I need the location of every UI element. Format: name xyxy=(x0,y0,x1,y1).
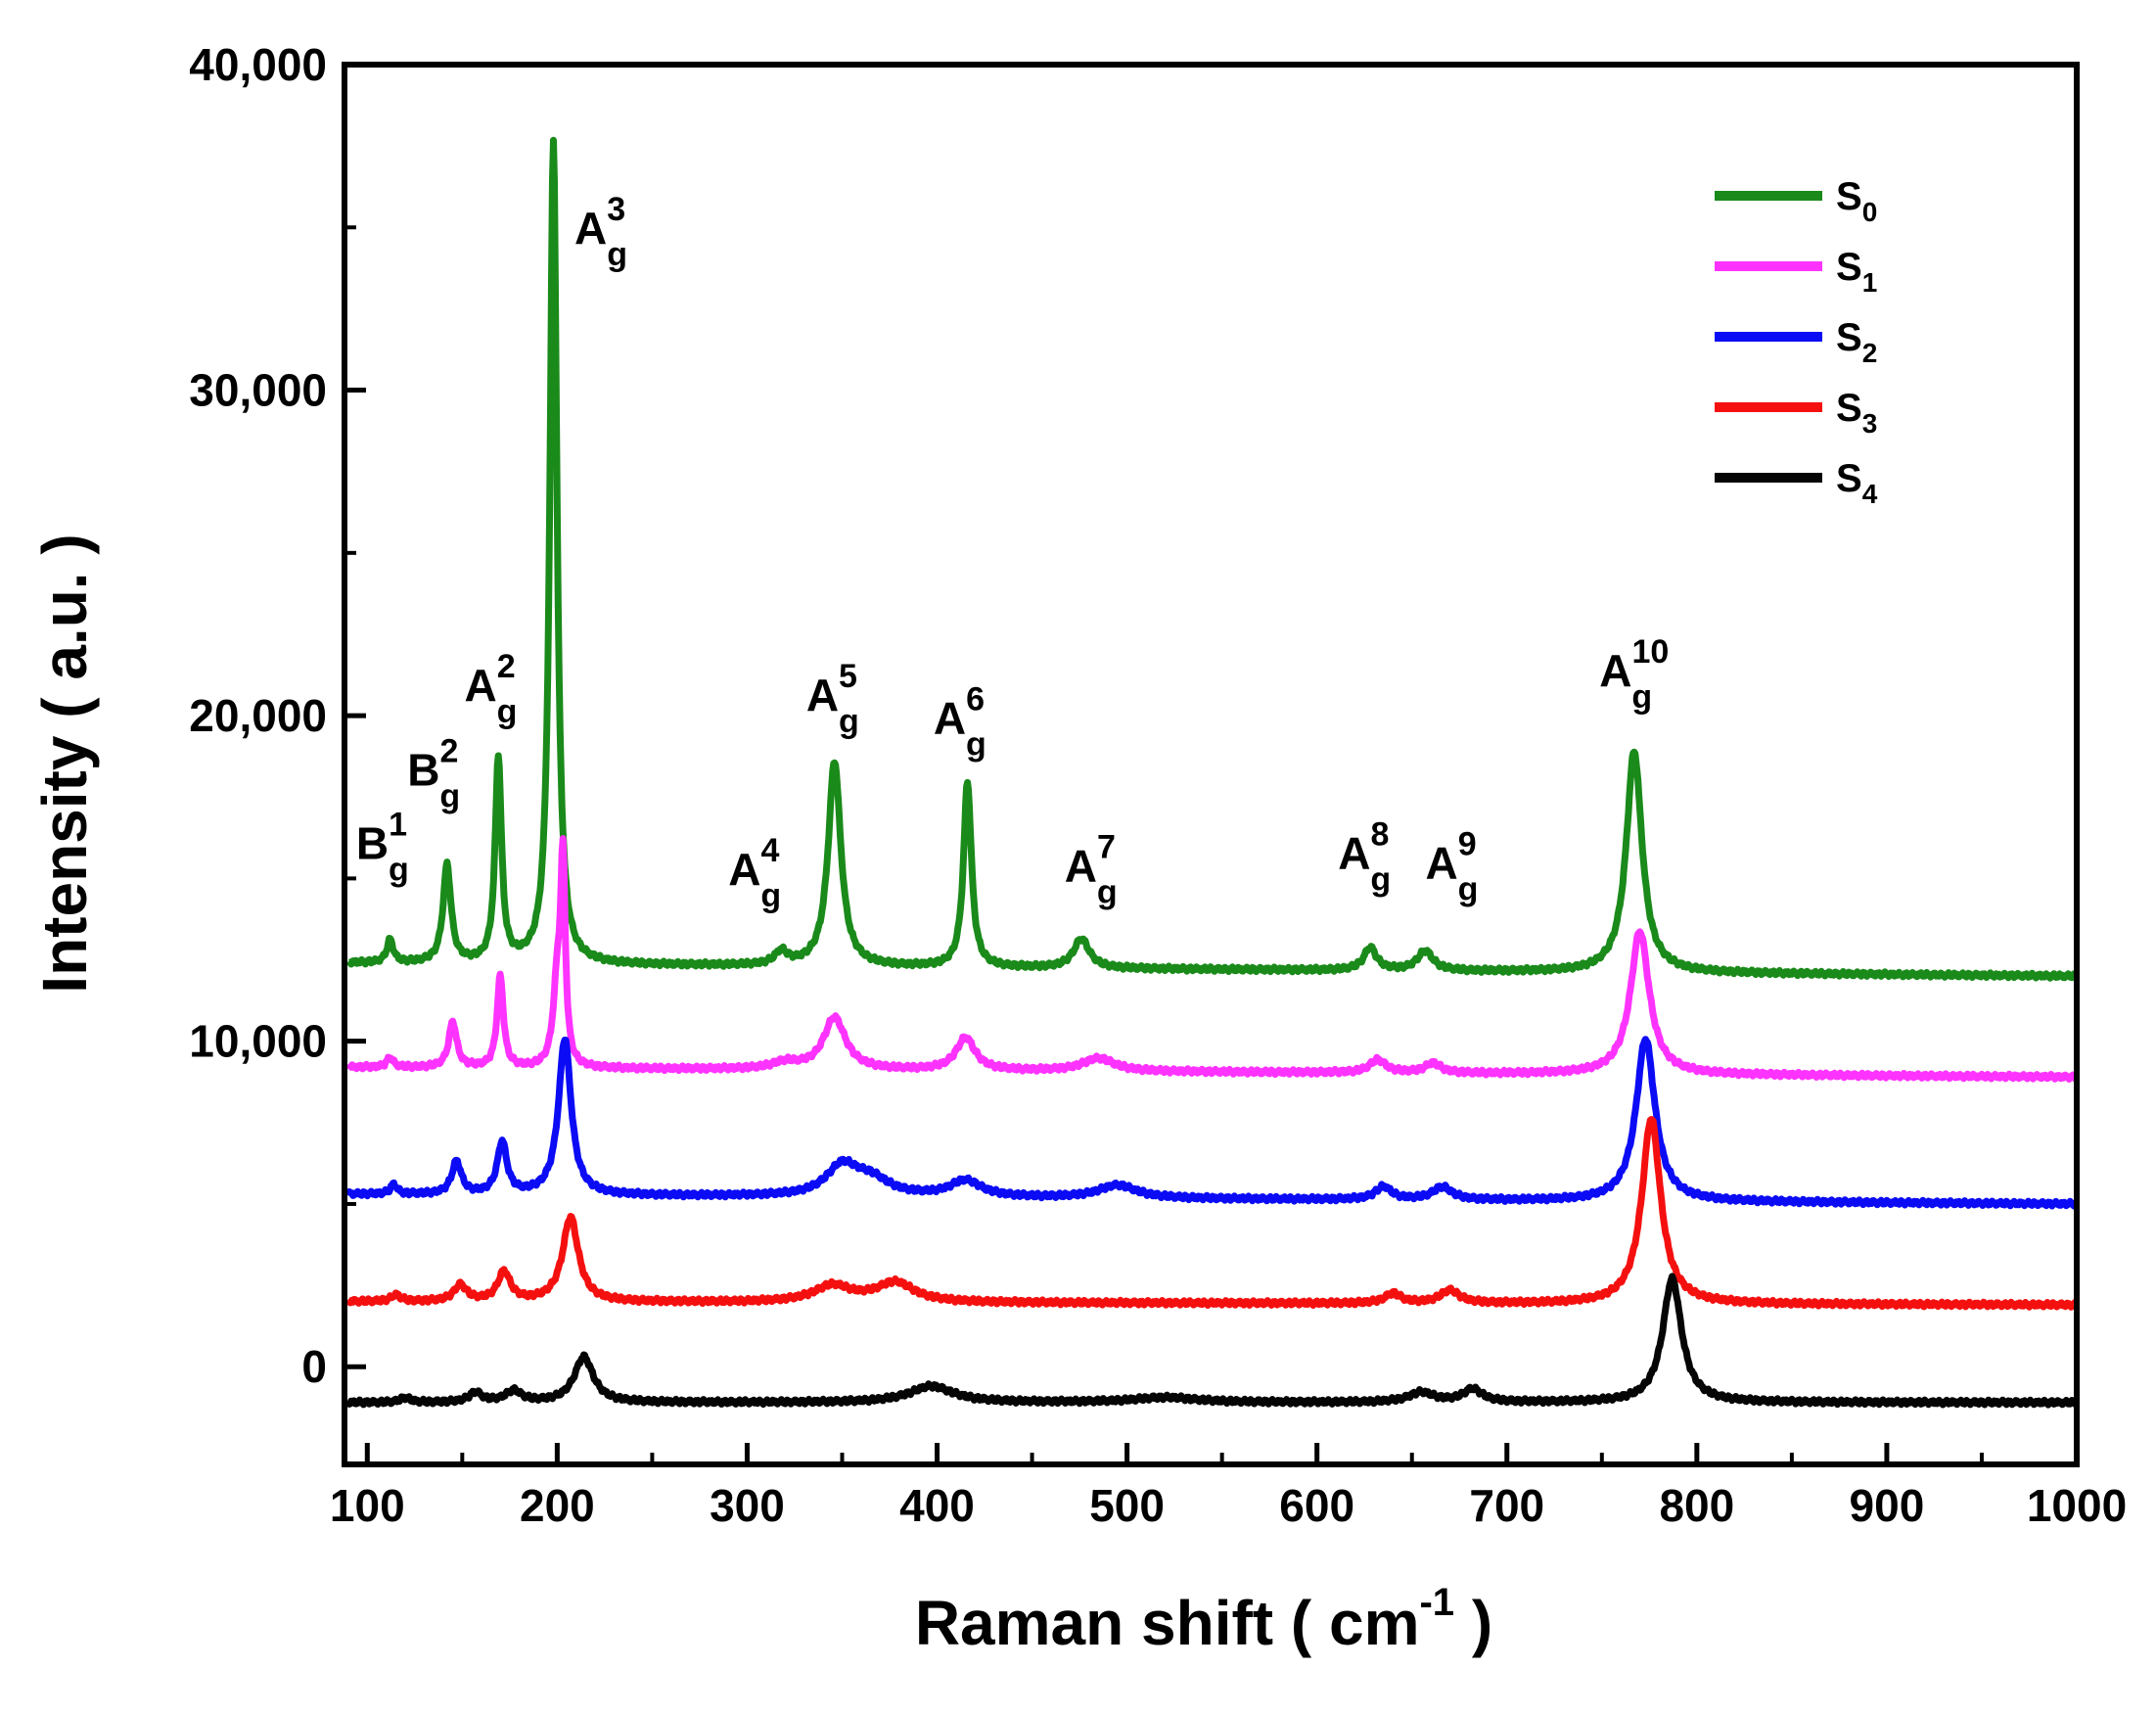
legend-label-S2: S2 xyxy=(1836,316,1877,368)
plot-frame xyxy=(342,62,2080,1467)
legend-label-S4: S4 xyxy=(1836,457,1878,509)
legend-label-S1: S1 xyxy=(1836,246,1877,298)
x-tick-label: 800 xyxy=(1659,1480,1734,1531)
x-tick-label: 900 xyxy=(1850,1480,1925,1531)
x-axis-title-end: ) xyxy=(1454,1588,1492,1658)
x-axis-title: Raman shift ( cm-1 ) xyxy=(915,1581,1492,1658)
peak-label: A4 g xyxy=(728,832,781,914)
y-axis-ticks: 0 10,000 20,000 30,000 40,000 xyxy=(189,39,366,1392)
x-axis-title-sup: -1 xyxy=(1419,1581,1454,1624)
x-axis-title-main: Raman shift ( cm xyxy=(915,1588,1420,1658)
series-line-S0 xyxy=(345,136,2080,982)
x-tick-label: 1000 xyxy=(2027,1480,2127,1531)
y-axis-title: Intensity ( a.u. ) xyxy=(29,533,100,993)
peak-label: A10 g xyxy=(1599,633,1669,716)
peak-label: A9 g xyxy=(1426,825,1479,907)
peak-label: A5 g xyxy=(806,658,859,740)
x-tick-label: 100 xyxy=(330,1480,405,1531)
y-tick-label: 0 xyxy=(301,1341,327,1392)
peak-annotations: B1 gB2 gA2 g A3 g A4 g A5 g A6 g A7 g A8 g A9 g A10 g xyxy=(356,191,1669,914)
y-tick-label: 20,000 xyxy=(189,690,327,741)
peak-label: A3 g xyxy=(574,191,627,273)
x-tick-label: 600 xyxy=(1279,1480,1354,1531)
y-tick-label: 10,000 xyxy=(189,1016,327,1067)
y-tick-label: 30,000 xyxy=(189,365,327,416)
series-line-S1 xyxy=(344,835,2080,1083)
x-tick-label: 400 xyxy=(899,1480,975,1531)
series-lines xyxy=(344,136,2081,1409)
legend-label-S3: S3 xyxy=(1836,387,1877,439)
x-tick-label: 700 xyxy=(1469,1480,1544,1531)
peak-label: A6 g xyxy=(934,680,986,763)
x-tick-label: 500 xyxy=(1089,1480,1165,1531)
series-line-S2 xyxy=(344,1036,2080,1210)
peak-label: B2 g xyxy=(407,733,460,815)
y-tick-label: 40,000 xyxy=(189,39,327,90)
x-tick-label: 300 xyxy=(710,1480,785,1531)
peak-label: A8 g xyxy=(1338,815,1391,898)
x-axis-ticks: 100 200 300 400 500 600 700 800 900 1000 xyxy=(330,1443,2127,1531)
peak-label: A2 g xyxy=(464,648,517,730)
legend: S0 S1 S2 S3 S4 xyxy=(1715,175,1878,509)
peak-label: A7 g xyxy=(1065,829,1118,911)
legend-label-S0: S0 xyxy=(1836,175,1877,227)
series-line-S3 xyxy=(345,1116,2081,1311)
x-tick-label: 200 xyxy=(520,1480,595,1531)
peak-label: B1 g xyxy=(356,806,409,888)
series-line-S4 xyxy=(344,1273,2080,1409)
